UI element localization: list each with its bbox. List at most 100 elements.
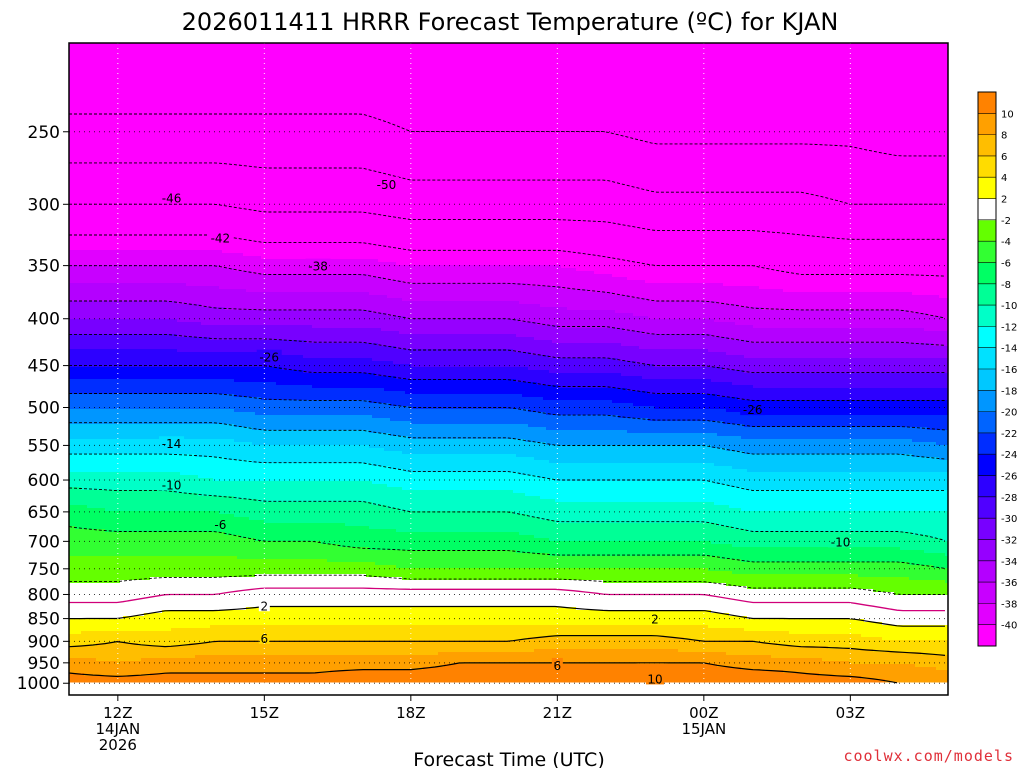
- field-cell: [558, 430, 562, 446]
- field-cell: [441, 550, 445, 569]
- field-cell: [420, 511, 424, 533]
- field-cell: [375, 655, 379, 671]
- field-cell: [306, 502, 310, 524]
- field-cell: [267, 502, 271, 524]
- field-cell: [558, 265, 562, 287]
- field-cell: [525, 607, 529, 626]
- field-cell: [285, 673, 289, 683]
- field-cell: [432, 532, 436, 551]
- field-cell: [216, 457, 220, 482]
- field-cell: [270, 367, 274, 383]
- field-cell: [129, 661, 133, 677]
- field-cell: [189, 394, 193, 410]
- field-cell: [504, 607, 508, 626]
- field-cell: [438, 652, 442, 668]
- field-cell: [357, 343, 361, 359]
- field-cell: [600, 664, 604, 683]
- field-cell: [552, 664, 556, 683]
- field-cell: [561, 328, 565, 344]
- field-cell: [93, 631, 97, 647]
- field-cell: [396, 379, 400, 392]
- field-cell: [354, 43, 358, 260]
- field-cell: [417, 580, 421, 608]
- field-cell: [498, 625, 502, 641]
- field-cell: [333, 463, 337, 482]
- field-cell: [231, 481, 235, 497]
- field-cell: [201, 496, 205, 512]
- field-cell: [576, 328, 580, 344]
- field-cell: [135, 379, 139, 395]
- field-cell: [522, 397, 526, 410]
- field-cell: [438, 454, 442, 473]
- field-cell: [225, 367, 229, 380]
- field-cell: [177, 673, 181, 683]
- field-cell: [222, 655, 226, 674]
- field-cell: [147, 532, 151, 557]
- field-cell: [129, 349, 133, 368]
- field-cell: [480, 511, 484, 533]
- field-cell: [513, 301, 517, 320]
- field-cell: [627, 463, 631, 482]
- field-cell: [351, 43, 355, 260]
- field-cell: [183, 532, 187, 557]
- field-cell: [237, 481, 241, 500]
- field-cell: [108, 319, 112, 335]
- field-cell: [534, 382, 538, 398]
- field-cell: [348, 445, 352, 464]
- field-cell: [330, 415, 334, 431]
- field-cell: [471, 379, 475, 395]
- field-cell: [102, 529, 106, 557]
- field-cell: [96, 250, 100, 266]
- field-cell: [378, 346, 382, 362]
- field-cell: [393, 331, 397, 347]
- field-cell: [390, 550, 394, 566]
- field-cell: [528, 568, 532, 581]
- field-cell: [576, 568, 580, 581]
- field-cell: [117, 454, 121, 473]
- field-cell: [225, 481, 229, 497]
- field-cell: [276, 541, 280, 560]
- field-cell: [246, 271, 250, 293]
- field-cell: [615, 277, 619, 296]
- field-cell: [612, 358, 616, 374]
- field-cell: [375, 259, 379, 278]
- field-cell: [474, 379, 478, 395]
- field-cell: [552, 343, 556, 359]
- field-cell: [396, 532, 400, 551]
- field-cell: [153, 631, 157, 647]
- field-cell: [540, 553, 544, 569]
- field-cell: [210, 379, 214, 395]
- field-cell: [138, 367, 142, 380]
- field-cell: [120, 661, 124, 677]
- field-cell: [159, 556, 163, 578]
- field-cell: [435, 394, 439, 410]
- field-cell: [168, 646, 172, 659]
- field-cell: [450, 409, 454, 425]
- field-cell: [129, 616, 133, 632]
- field-cell: [624, 568, 628, 584]
- field-cell: [108, 643, 112, 662]
- field-cell: [192, 556, 196, 578]
- field-cell: [198, 643, 202, 656]
- field-cell: [312, 43, 316, 260]
- field-cell: [603, 649, 607, 665]
- field-cell: [186, 286, 190, 305]
- field-cell: [570, 664, 574, 683]
- field-cell: [513, 607, 517, 626]
- field-cell: [567, 310, 571, 329]
- field-cell: [225, 394, 229, 410]
- field-cell: [495, 349, 499, 368]
- field-cell: [297, 274, 301, 293]
- field-cell: [369, 403, 373, 416]
- field-cell: [300, 574, 304, 608]
- field-cell: [480, 607, 484, 626]
- field-cell: [582, 328, 586, 344]
- field-cell: [426, 283, 430, 302]
- field-cell: [87, 409, 91, 425]
- field-cell: [336, 43, 340, 260]
- field-cell: [222, 496, 226, 515]
- field-cell: [468, 607, 472, 626]
- field-cell: [369, 607, 373, 626]
- field-cell: [294, 259, 298, 275]
- field-cell: [96, 631, 100, 644]
